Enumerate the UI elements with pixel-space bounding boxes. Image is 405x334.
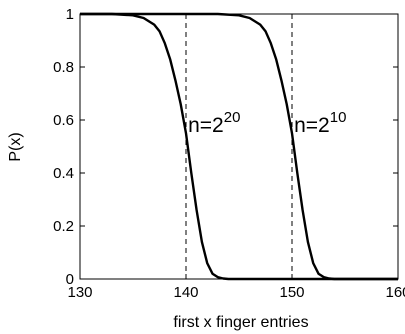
curve-annotation: n=210 (294, 109, 346, 137)
y-tick-label: 0 (66, 271, 74, 288)
y-tick-label: 0.2 (53, 218, 74, 235)
y-axis-title: P(x) (7, 132, 24, 161)
y-tick-label: 0.8 (53, 59, 74, 76)
series-line-1 (80, 12, 398, 281)
x-tick-label: 150 (279, 284, 304, 301)
annotation-base: n=2 (294, 114, 330, 137)
plot-frame (79, 13, 399, 280)
annotation-base: n=2 (188, 114, 224, 137)
x-tick-label: 160 (385, 284, 405, 301)
annotation-exponent: 20 (224, 109, 241, 126)
y-tick-label: 0.6 (53, 112, 74, 129)
x-axis-title: first x finger entries (173, 314, 308, 331)
curve-annotation: n=220 (188, 109, 240, 137)
y-tick-label: 0.4 (53, 165, 74, 182)
y-tick-label: 1 (66, 6, 74, 23)
series-line-2 (80, 12, 398, 281)
x-tick-label: 130 (67, 284, 92, 301)
x-tick-label: 140 (173, 284, 198, 301)
annotation-exponent: 10 (330, 109, 347, 126)
